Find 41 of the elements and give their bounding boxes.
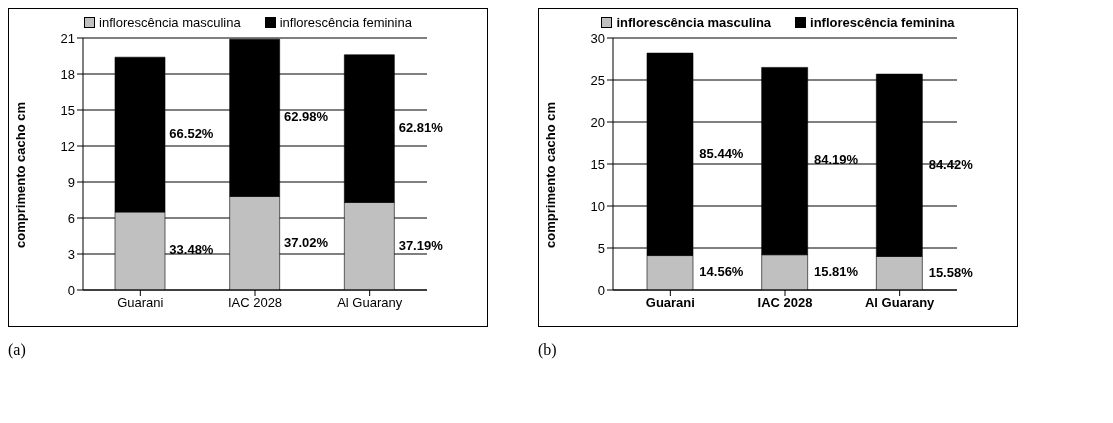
- y-tick-label: 12: [60, 138, 75, 154]
- y-tick-label: 15: [590, 156, 605, 172]
- y-tick-label: 9: [67, 174, 75, 190]
- y-tick-label: 0: [597, 282, 605, 298]
- legend-label: inflorescência feminina: [809, 15, 955, 30]
- y-tick-label: 15: [60, 102, 75, 118]
- annotation: 84.19%: [814, 152, 859, 168]
- annotation: 84.42%: [928, 156, 974, 172]
- y-tick-label: 20: [590, 114, 605, 130]
- y-axis-title: comprimento cacho cm: [13, 102, 29, 248]
- annotation: 85.44%: [699, 145, 744, 161]
- annotation: 37.19%: [398, 237, 444, 253]
- annotation: 33.48%: [169, 242, 214, 258]
- annotation: 15.58%: [928, 264, 974, 280]
- legend-label: inflorescência masculina: [98, 15, 241, 30]
- x-tick-label: Al Guarany: [337, 295, 403, 311]
- y-tick-label: 21: [60, 30, 75, 46]
- annotation: 15.81%: [814, 263, 859, 279]
- text: (a): [8, 341, 27, 359]
- annotation: 14.56%: [699, 264, 744, 280]
- legend-label: inflorescência masculina: [615, 15, 772, 30]
- text: (b): [538, 341, 558, 359]
- y-tick-label: 25: [590, 72, 605, 88]
- annotation: 66.52%: [169, 126, 214, 142]
- y-tick-label: 6: [67, 210, 75, 226]
- y-tick-label: 10: [590, 198, 605, 214]
- x-tick-label: Al Guarany: [864, 295, 936, 311]
- y-tick-label: 0: [67, 282, 75, 298]
- legend-label: inflorescência feminina: [278, 15, 412, 30]
- annotation: 62.98%: [284, 109, 329, 125]
- y-tick-label: 5: [597, 240, 605, 256]
- y-tick-label: 3: [67, 246, 75, 262]
- y-tick-label: 18: [60, 66, 75, 82]
- annotation: 62.81%: [398, 120, 444, 136]
- y-tick-label: 30: [590, 30, 605, 46]
- x-tick-label: IAC 2028: [227, 295, 283, 311]
- x-tick-label: Guarani: [645, 295, 695, 311]
- x-tick-label: Guarani: [117, 295, 164, 311]
- x-tick-label: IAC 2028: [757, 295, 813, 311]
- annotation: 37.02%: [284, 234, 329, 250]
- y-axis-title: comprimento cacho cm: [543, 102, 559, 248]
